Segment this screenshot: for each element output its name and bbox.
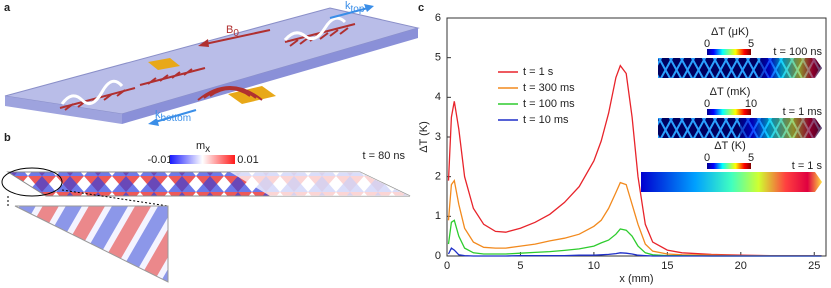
data-line (447, 178, 822, 257)
y-tick-label: 0 (435, 250, 441, 262)
spin-wave (60, 79, 124, 106)
k-symbol: k (345, 0, 351, 12)
panel-label: a (4, 2, 11, 14)
legend-label: t = 100 ms (523, 98, 575, 110)
colorbar (170, 155, 235, 164)
data-line (447, 64, 822, 257)
arrowhead (198, 39, 209, 47)
panel-a: a B0 ktop kbottom (4, 0, 420, 126)
inset-colorbar-max: 5 (748, 38, 754, 50)
y-tick-label: 2 (435, 171, 441, 183)
inset-colorbar-title: ΔT (mK) (710, 86, 751, 98)
inset-colorbar-min: 0 (704, 38, 710, 50)
inset-colorbar-max: 5 (748, 152, 754, 164)
hot-spot (760, 58, 822, 78)
field-symbol: B (226, 24, 233, 36)
legend-label: t = 300 ms (523, 82, 575, 94)
hot-spot (740, 118, 822, 138)
inset-time: t = 1 s (792, 160, 823, 172)
arrowhead (148, 118, 159, 126)
panel-label: c (418, 2, 424, 14)
zoom-line (61, 189, 169, 207)
spin-wave (283, 16, 347, 41)
panel-label: b (4, 132, 11, 144)
inset-colorbar-min: 0 (704, 98, 710, 110)
m-symbol: m (196, 140, 205, 152)
k-bottom-label: kbottom (155, 109, 191, 124)
data-line (447, 247, 822, 257)
colorbar-min: -0.01 (147, 154, 172, 166)
y-tick-label: 5 (435, 52, 441, 64)
inset-colorbar-max: 10 (745, 98, 757, 110)
m-sub: x (205, 144, 210, 155)
colorbar-max: 0.01 (237, 154, 258, 166)
inset-time: t = 1 ms (783, 106, 823, 118)
x-tick-label: 5 (517, 260, 523, 272)
x-tick-label: 15 (661, 260, 673, 272)
inset-colorbar-title: ΔT (K) (714, 140, 746, 152)
x-tick-label: 10 (588, 260, 600, 272)
k-top-arrow (329, 7, 369, 19)
field-arrow (204, 29, 271, 45)
x-tick-label: 25 (808, 260, 820, 272)
contact-pad (148, 58, 180, 70)
zoom-circle (1, 167, 63, 197)
field-label: B0 (226, 24, 239, 39)
panel-b: b mx -0.01 0.01 t = 80 ns (1, 132, 411, 283)
inset-colorbar (707, 163, 751, 169)
arrowhead (364, 4, 374, 12)
legend-label: t = 10 ms (523, 114, 569, 126)
slab-end (5, 96, 122, 124)
x-tick-label: 20 (735, 260, 747, 272)
y-tick-label: 1 (435, 210, 441, 222)
k-sub: bottom (161, 113, 192, 124)
y-tick-label: 3 (435, 131, 441, 143)
k-sub: top (351, 4, 365, 15)
heat-map (641, 172, 822, 192)
y-tick-label: 6 (435, 12, 441, 24)
k-bottom-arrow (154, 109, 197, 123)
inset-colorbar-min: 0 (704, 152, 710, 164)
y-tick-label: 4 (435, 91, 441, 103)
panel-c: c 0 5 10 15 20 25 0 1 2 3 4 5 6 x (mm) ΔT (K) t = 1 s t … (418, 2, 827, 285)
field-sub: 0 (233, 28, 239, 39)
inset-colorbar (707, 49, 751, 55)
legend-label: t = 1 s (523, 66, 554, 78)
zoom-region (14, 205, 169, 283)
inset-time: t = 100 ns (773, 46, 822, 58)
colorbar-title: mx (196, 140, 210, 155)
k-symbol: k (155, 109, 161, 121)
x-axis-label: x (mm) (619, 273, 653, 285)
inset-colorbar (707, 109, 751, 115)
time-label: t = 80 ns (362, 150, 405, 162)
strip-fade (230, 172, 410, 196)
inset-colorbar-title: ΔT (μK) (711, 26, 749, 38)
y-axis-label: ΔT (K) (418, 121, 430, 153)
x-tick-label: 0 (444, 260, 450, 272)
data-line (447, 219, 822, 257)
k-top-label: ktop (345, 0, 365, 15)
slab-front (122, 28, 418, 124)
